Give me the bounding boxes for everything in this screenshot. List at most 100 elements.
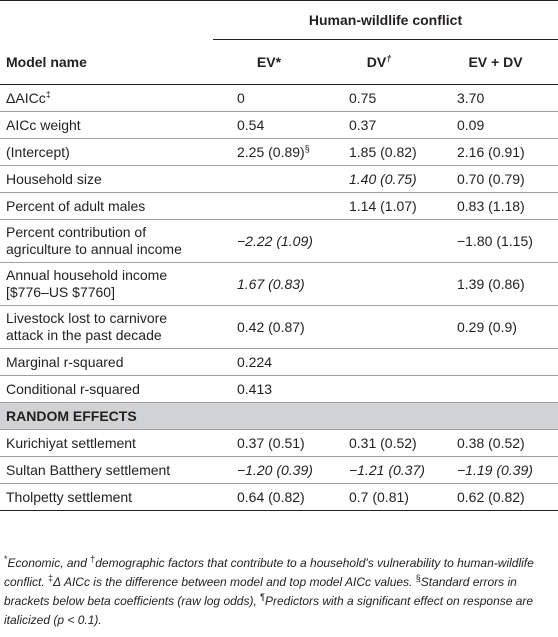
dv-label: DV [366, 54, 387, 70]
row-label: AICc weight [0, 111, 213, 139]
row-label: Percent contribution of agriculture to an… [0, 219, 213, 263]
table-row: Marginal r-squared 0.224 [0, 348, 558, 376]
row-label: Marginal r-squared [0, 348, 213, 376]
footnote-text: Δ AICc is the difference between model a… [53, 575, 416, 589]
row-label: (Intercept) [0, 138, 213, 166]
table-row: Tholpetty settlement 0.64 (0.82) 0.7 (0.… [0, 483, 558, 511]
cell-dv [325, 305, 433, 349]
row-label: Livestock lost to carnivore attack in the… [0, 305, 213, 349]
random-effects-section: RANDOM EFFECTS [0, 402, 558, 430]
cell-dv: 0.75 [325, 84, 433, 112]
cell-ev: −2.22 (1.09) [213, 219, 325, 263]
row-label: Conditional r-squared [0, 375, 213, 403]
group-header: Human-wildlife conflict [213, 1, 558, 40]
random-effects-label: RANDOM EFFECTS [0, 402, 558, 430]
cell-dv [325, 262, 433, 306]
row-label-mark: ‡ [45, 88, 51, 99]
table-row: ΔAICc‡ 0 0.75 3.70 [0, 84, 558, 112]
group-spacer [0, 1, 213, 40]
footnote-mark: * [4, 554, 8, 564]
table-row: Percent of adult males 1.14 (1.07) 0.83 … [0, 192, 558, 220]
row-label-line2: attack in the past decade [6, 327, 162, 343]
cell-ev-dv: 0.29 (0.9) [433, 305, 558, 349]
table-row: Kurichiyat settlement 0.37 (0.51) 0.31 (… [0, 429, 558, 457]
row-label: Percent of adult males [0, 192, 213, 220]
table-row: Annual household income [$776–US $7760] 1… [0, 262, 558, 306]
cell-ev-dv: 0.38 (0.52) [433, 429, 558, 457]
dv-mark: † [386, 53, 392, 64]
cell-ev-dv: 0.83 (1.18) [433, 192, 558, 220]
row-label-line1: Annual household income [6, 267, 168, 283]
row-label-line1: Livestock lost to carnivore [6, 310, 168, 326]
ev-label: EV [256, 54, 276, 70]
row-label: Household size [0, 165, 213, 193]
row-label-line2: agriculture to annual income [6, 241, 182, 257]
cell-dv [325, 348, 433, 376]
cell-dv: 1.85 (0.82) [325, 138, 433, 166]
cell-ev-dv [433, 348, 558, 376]
cell-ev: 0.64 (0.82) [213, 483, 325, 511]
table-row: Sultan Batthery settlement −1.20 (0.39) … [0, 456, 558, 484]
row-label-text: ΔAICc [6, 89, 46, 106]
row-label: Sultan Batthery settlement [0, 456, 213, 484]
cell-dv: −1.21 (0.37) [325, 456, 433, 484]
footnote-text: Economic, and [7, 556, 91, 570]
cell-ev-dv: 0.70 (0.79) [433, 165, 558, 193]
table-row: Livestock lost to carnivore attack in the… [0, 305, 558, 349]
cell-ev: 1.67 (0.83) [213, 262, 325, 306]
column-header-ev-dv: EV + DV [433, 39, 558, 85]
row-label-line2: [$776–US $7760] [6, 284, 115, 300]
table-footnote: *Economic, and †demographic factors that… [4, 554, 554, 630]
cell-dv: 1.14 (1.07) [325, 192, 433, 220]
table-row: AICc weight 0.54 0.37 0.09 [0, 111, 558, 139]
cell-ev-dv: −1.80 (1.15) [433, 219, 558, 263]
cell-ev [213, 165, 325, 193]
cell-ev-dv: −1.19 (0.39) [433, 456, 558, 484]
cell-ev-dv: 1.39 (0.86) [433, 262, 558, 306]
footnote-mark: § [415, 573, 421, 583]
table-row: Percent contribution of agriculture to an… [0, 219, 558, 263]
cell-ev: 0.37 (0.51) [213, 429, 325, 457]
cell-ev: 0 [213, 84, 325, 112]
column-header-ev: EV* [213, 39, 325, 85]
row-label: Kurichiyat settlement [0, 429, 213, 457]
cell-ev-mark: § [304, 143, 310, 154]
column-header-dv: DV† [325, 39, 433, 85]
ev-mark: * [275, 54, 282, 70]
footnote-text: Predictors with a significant effect on … [4, 594, 534, 627]
cell-ev: 0.413 [213, 375, 325, 403]
cell-ev-dv: 3.70 [433, 84, 558, 112]
row-label-line1: Percent contribution of [6, 224, 147, 240]
table-row: Conditional r-squared 0.413 [0, 375, 558, 403]
cell-ev-dv: 2.16 (0.91) [433, 138, 558, 166]
cell-dv [325, 375, 433, 403]
cell-ev: 2.25 (0.89)§ [213, 138, 325, 166]
cell-dv: 0.31 (0.52) [325, 429, 433, 457]
cell-ev-dv: 0.62 (0.82) [433, 483, 558, 511]
cell-dv: 0.37 [325, 111, 433, 139]
footnote-mark: ‡ [48, 573, 54, 583]
row-label: ΔAICc‡ [0, 84, 213, 112]
table-row: (Intercept) 2.25 (0.89)§ 1.85 (0.82) 2.1… [0, 138, 558, 166]
cell-ev: 0.224 [213, 348, 325, 376]
footnote-mark: ¶ [260, 592, 265, 602]
cell-ev-dv [433, 375, 558, 403]
cell-dv [325, 219, 433, 263]
results-table: Human-wildlife conflict Model name EV* D… [0, 0, 558, 511]
cell-ev [213, 192, 325, 220]
row-label: Tholpetty settlement [0, 483, 213, 511]
cell-dv: 1.40 (0.75) [325, 165, 433, 193]
cell-dv: 0.7 (0.81) [325, 483, 433, 511]
row-label: Annual household income [$776–US $7760] [0, 262, 213, 306]
footnote-mark: † [90, 554, 96, 564]
footnote-text: Standard errors in brackets below beta c… [4, 575, 517, 608]
footnote-text: demographic factors that contribute to a… [4, 556, 534, 589]
cell-ev: 0.42 (0.87) [213, 305, 325, 349]
cell-ev: −1.20 (0.39) [213, 456, 325, 484]
column-header-model-name: Model name [0, 39, 213, 85]
cell-ev-value: 2.25 (0.89) [237, 144, 305, 160]
cell-ev-dv: 0.09 [433, 111, 558, 139]
table-row: Household size 1.40 (0.75) 0.70 (0.79) [0, 165, 558, 193]
cell-ev: 0.54 [213, 111, 325, 139]
